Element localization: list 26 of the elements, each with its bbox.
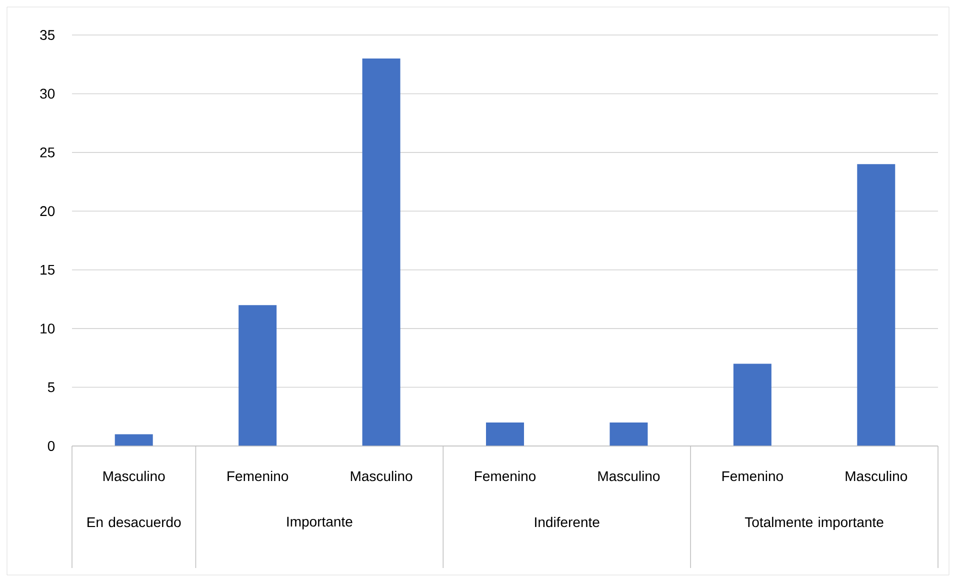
y-tick-label: 20 bbox=[40, 206, 55, 216]
x-tick-label: Masculino bbox=[598, 470, 660, 482]
bar bbox=[733, 364, 772, 446]
text: En desacuerdo bbox=[88, 516, 181, 528]
x-tick-label: Masculino bbox=[350, 470, 412, 482]
y-tick-label: 10 bbox=[40, 324, 55, 334]
y-tick-label: 5 bbox=[48, 382, 55, 392]
y-tick-label: 30 bbox=[40, 88, 55, 99]
text: Totalmente importante bbox=[744, 516, 884, 530]
y-tick-label: 0 bbox=[48, 441, 55, 451]
bar bbox=[610, 422, 648, 446]
x-tick-label: Femenino bbox=[722, 470, 783, 482]
bar bbox=[238, 305, 277, 446]
y-tick-label: 35 bbox=[40, 30, 55, 40]
text: Importante bbox=[287, 516, 352, 530]
y-tick-label: 15 bbox=[40, 264, 55, 275]
bar bbox=[114, 434, 153, 446]
x-tick-label: Masculino bbox=[103, 470, 165, 482]
text: Indiferente bbox=[535, 516, 600, 528]
x-tick-label: Femenino bbox=[228, 470, 288, 482]
x-tick-label: Masculino bbox=[846, 470, 908, 482]
bar bbox=[857, 164, 896, 446]
bar bbox=[362, 58, 400, 446]
y-tick-label: 25 bbox=[40, 147, 55, 158]
x-tick-label: Femenino bbox=[475, 470, 536, 482]
bar bbox=[486, 422, 524, 446]
